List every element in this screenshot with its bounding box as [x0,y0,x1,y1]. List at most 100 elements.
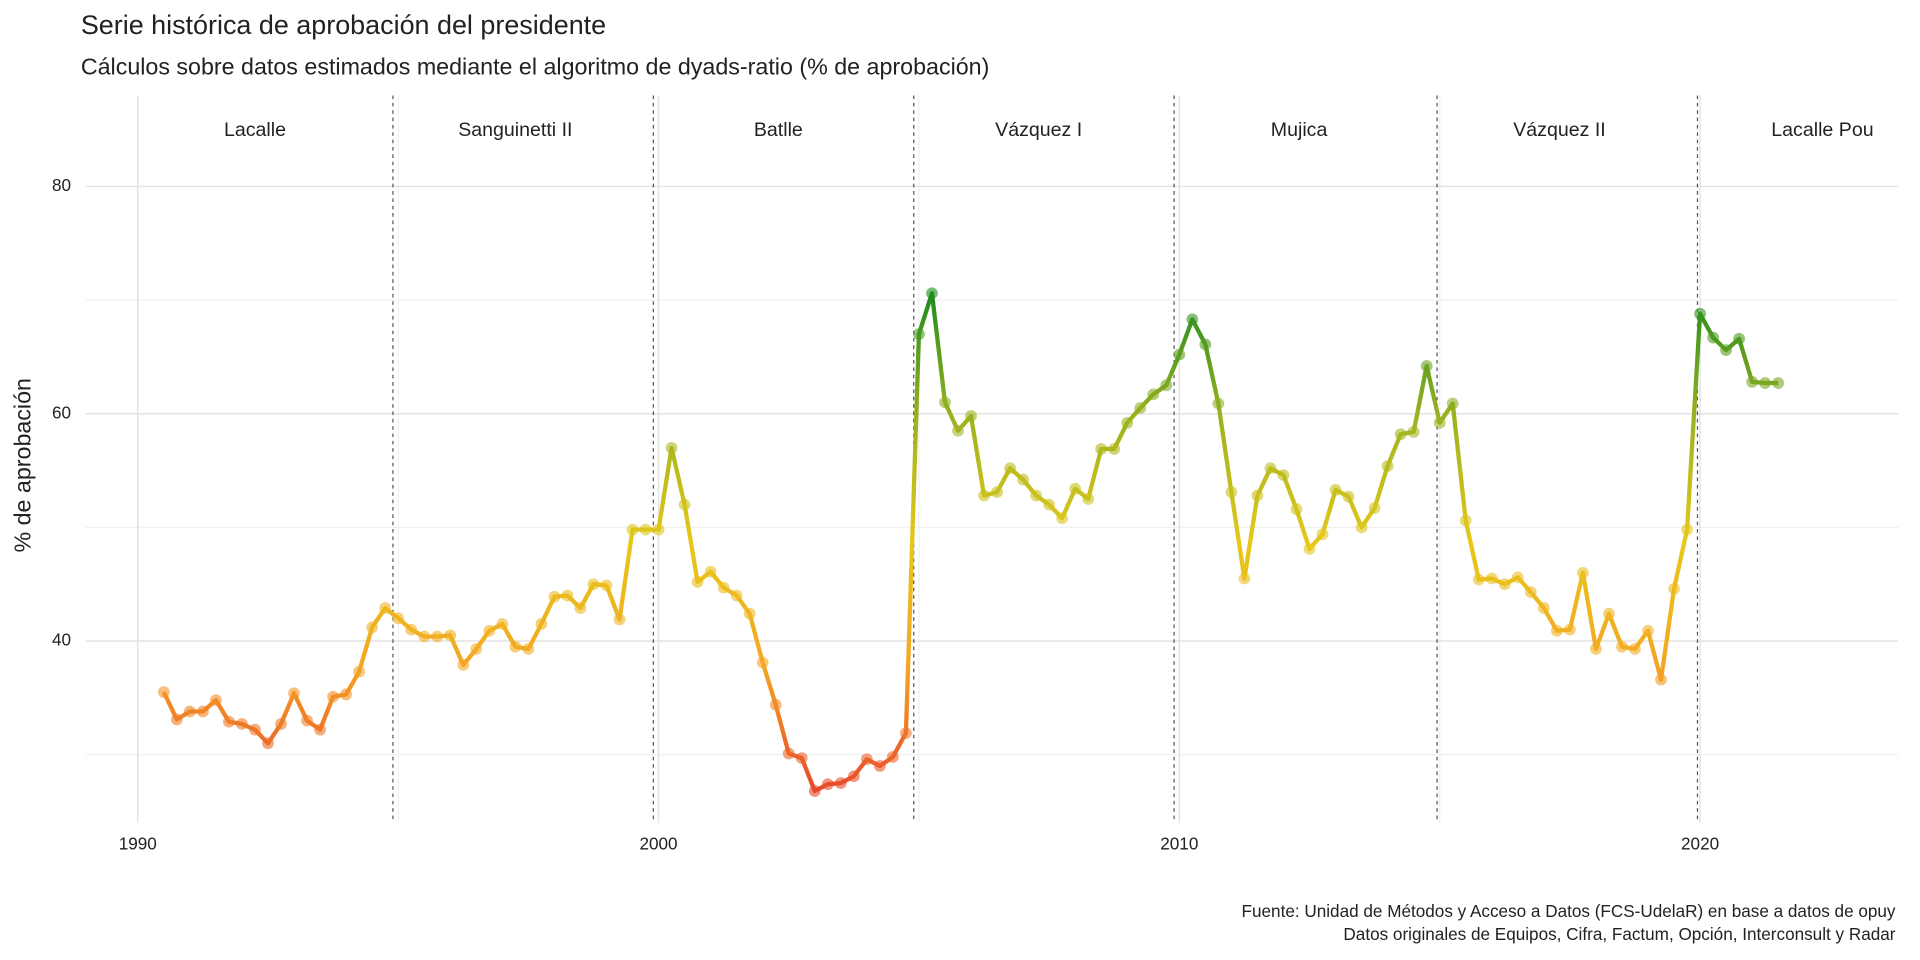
data-point [1056,512,1069,525]
data-point [939,396,951,409]
data-point [1564,623,1576,636]
data-point [913,328,925,341]
period-label: Mujica [1271,119,1328,141]
data-point [1004,462,1016,475]
data-point [1498,578,1511,591]
data-point [600,579,613,592]
data-point [353,665,365,678]
data-point [1342,490,1355,503]
data-point [808,785,821,797]
data-point [1407,426,1420,438]
y-tick-label: 80 [52,175,71,195]
data-point [1459,514,1472,527]
data-point [1629,643,1641,655]
data-point [834,777,847,789]
data-point [457,659,470,671]
data-point [1655,673,1667,686]
chart-subtitle: Cálculos sobre datos estimados mediante … [81,54,990,80]
data-point [1355,521,1368,534]
data-point [170,713,183,726]
data-point [1420,360,1433,372]
data-point [418,630,431,643]
x-tick-label: 1990 [119,833,157,853]
data-point [1160,379,1173,392]
data-point [210,694,222,706]
data-point [1485,572,1498,585]
data-point [743,607,756,620]
data-point [847,770,860,783]
data-point [470,643,483,655]
data-point [1173,348,1186,361]
data-point [769,698,782,711]
data-point [860,753,873,766]
data-point [978,489,990,502]
data-point [275,718,287,730]
data-point [1069,482,1082,495]
data-point [626,523,639,536]
data-point [1368,502,1381,514]
data-point [522,643,535,655]
data-point [652,523,665,536]
data-point [873,760,886,772]
data-point [1433,416,1446,429]
period-label: Vázquez I [995,119,1082,141]
data-point [900,727,912,739]
grid: 40 60 80 1990 2000 2010 2020 Lacalle Sanguinetti… [52,95,1898,853]
x-tick-label: 2010 [1160,833,1198,853]
data-point [574,602,587,614]
data-point [314,723,326,736]
data-point [1186,313,1199,326]
data-point [1394,428,1407,441]
chart-title: Serie histórica de aprobación del presid… [81,10,606,40]
data-point [535,618,548,630]
data-point [1277,469,1290,481]
data-point [1264,462,1277,475]
data-point [405,623,418,636]
data-point [157,686,170,699]
data-point [730,589,743,602]
data-point [1043,498,1055,511]
data-point [795,752,808,764]
x-tick-label: 2000 [639,833,677,853]
plot [157,287,1785,797]
data-point [1668,582,1680,595]
data-point [1251,489,1264,502]
data-point [561,589,574,602]
data-point [340,688,352,701]
data-point [1381,460,1394,472]
data-point [613,613,626,626]
data-point [1550,624,1563,637]
data-point [1212,397,1225,410]
data-point [1199,338,1212,351]
data-point [926,287,938,300]
data-point [1537,602,1550,614]
data-point [991,486,1003,499]
data-point [1290,503,1303,516]
data-point [1524,586,1537,599]
data-point [1746,376,1759,388]
data-point [1329,483,1342,496]
data-point [392,612,405,625]
data-point [236,718,248,730]
data-point [431,630,444,643]
x-tick-label: 2020 [1681,833,1719,853]
data-point [288,687,300,700]
data-point [262,737,274,750]
data-point [1303,543,1316,555]
data-point [483,624,496,637]
data-point [1603,607,1615,620]
data-point [1759,377,1772,389]
data-point [1108,443,1121,455]
caption: Datos originales de Equipos, Cifra, Fact… [1343,924,1895,944]
data-point [183,705,196,718]
data-point [1238,572,1251,585]
data-point [1577,566,1589,579]
approval-line [161,291,1779,794]
period-label: Lacalle [224,119,286,141]
period-label: Vázquez II [1513,119,1606,141]
data-point [1707,331,1719,344]
data-point [587,578,600,591]
data-point [691,576,704,588]
data-point [756,656,769,669]
